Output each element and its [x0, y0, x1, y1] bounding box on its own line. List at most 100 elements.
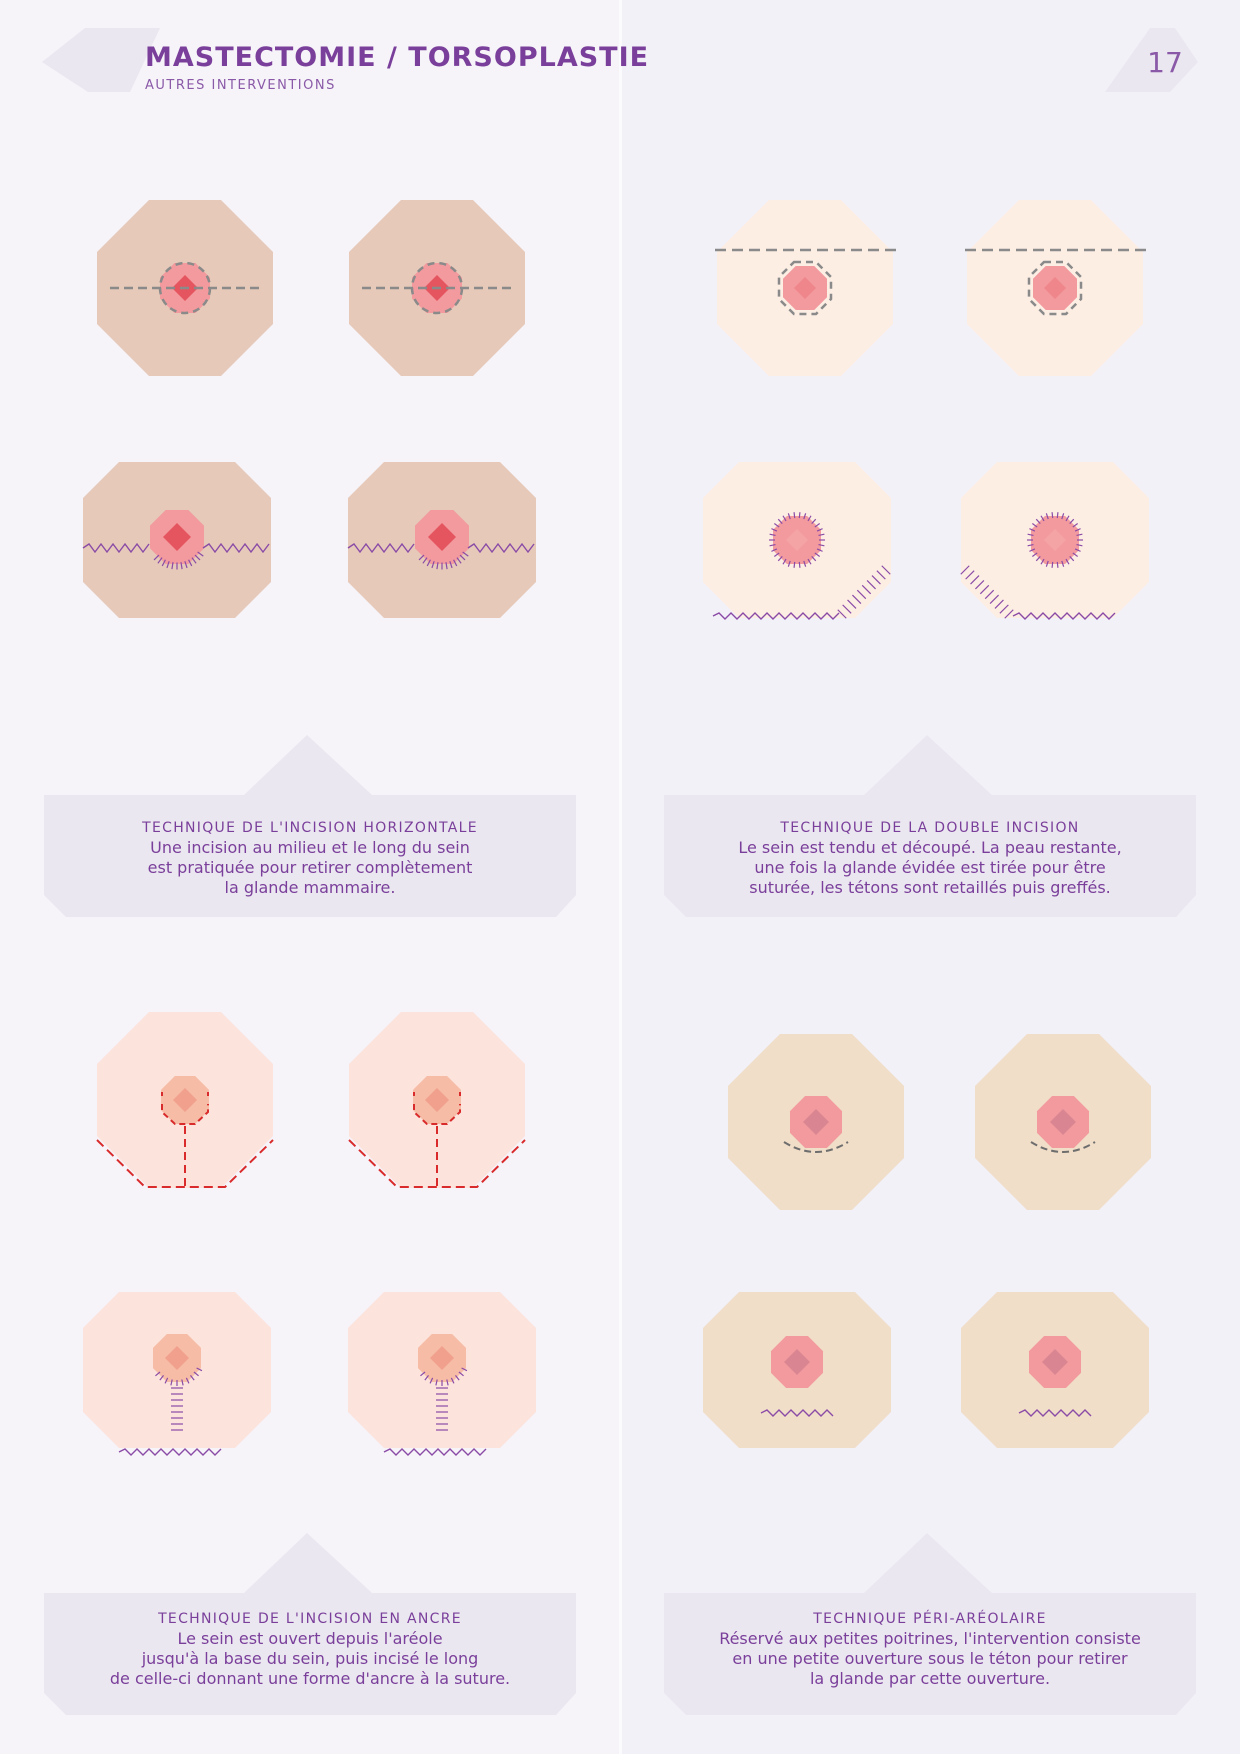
breast-before-double	[715, 200, 897, 376]
suture-tick	[153, 554, 160, 561]
caption-horizontal-incision: TECHNIQUE DE L'INCISION HORIZONTALE Une …	[44, 820, 576, 898]
suture-tick	[1069, 555, 1075, 562]
suture-tick	[1045, 513, 1049, 520]
nipple	[1044, 277, 1066, 299]
caption-line: Réservé aux petites poitrines, l'interve…	[719, 1629, 1141, 1648]
suture-tick	[171, 562, 174, 570]
page-number: 17	[1147, 46, 1183, 79]
areola-group	[415, 510, 469, 564]
areola-group	[1031, 516, 1079, 564]
areola-group	[418, 1334, 466, 1382]
page-spine	[619, 0, 622, 1754]
suture-tick	[861, 584, 872, 595]
nipple	[428, 523, 456, 551]
suture-tick	[816, 528, 823, 532]
suture-line	[1018, 1409, 1092, 1417]
suture-tick	[436, 562, 439, 570]
areola-group	[1033, 266, 1077, 310]
nipple	[786, 529, 808, 551]
suture-tick	[1035, 518, 1041, 525]
areola-group	[790, 1096, 842, 1148]
page-subtitle: AUTRES INTERVENTIONS	[145, 78, 336, 93]
suture-ticks	[155, 1367, 203, 1386]
suture-ticks	[960, 565, 1014, 619]
suture-line	[383, 1448, 487, 1456]
breast-before-double	[965, 200, 1147, 376]
suture-tick	[1051, 512, 1054, 519]
suture-tick	[196, 1367, 203, 1372]
caption-line: est pratiquée pour retirer complètement	[147, 858, 473, 877]
areola-group	[150, 510, 204, 564]
breast-after-double	[703, 462, 891, 620]
nipple	[784, 1349, 810, 1375]
caption-panel	[44, 1533, 576, 1715]
suture-tick	[1061, 513, 1065, 520]
breast-before-horizontal	[97, 200, 273, 376]
suture-tick	[1031, 523, 1038, 528]
suture-tick	[803, 513, 807, 520]
suture-line	[347, 542, 415, 554]
suture-line	[467, 542, 535, 554]
suture-tick	[155, 1371, 161, 1377]
suture-tick	[459, 554, 466, 561]
suture-tick	[771, 528, 778, 532]
suture-tick	[1004, 609, 1014, 619]
breast-after-periareolar	[961, 1292, 1149, 1448]
suture-tick	[429, 1377, 434, 1384]
suture-tick	[798, 561, 801, 568]
panel-pointer	[864, 735, 992, 795]
suture-tick	[816, 548, 823, 552]
suture-tick	[191, 557, 197, 564]
suture-line	[1012, 612, 1116, 620]
suture-tick	[769, 533, 776, 537]
caption-panel	[664, 735, 1196, 917]
panel-pointer	[244, 735, 372, 795]
suture-tick	[807, 515, 812, 522]
areola-group	[773, 516, 821, 564]
caption-periareolar: TECHNIQUE PÉRI-ARÉOLAIRE Réservé aux pet…	[664, 1611, 1196, 1689]
suture-tick	[970, 575, 980, 585]
suture-tick	[166, 561, 170, 569]
nipple	[1042, 1349, 1068, 1375]
suture-tick	[798, 512, 801, 519]
suture-tick	[960, 565, 970, 575]
nipple	[803, 1109, 829, 1135]
suture-tick	[462, 551, 469, 557]
caption-panel	[44, 735, 576, 917]
suture-tick	[1072, 523, 1079, 528]
suture-tick	[197, 551, 204, 557]
suture-tick	[461, 1367, 468, 1372]
suture-tick	[424, 1375, 429, 1381]
nipple	[430, 1346, 454, 1370]
suture-tick	[450, 1377, 455, 1384]
suture-line	[712, 612, 840, 620]
suture-tick	[420, 1371, 426, 1377]
nipple	[1044, 529, 1066, 551]
suture-tick	[793, 512, 796, 519]
suture-ticks	[769, 512, 825, 568]
suture-line	[202, 542, 270, 554]
areola-incision	[161, 1104, 209, 1125]
suture-tick	[159, 1375, 164, 1381]
breast-after-anchor	[83, 1292, 271, 1456]
suture-tick	[777, 518, 783, 525]
suture-ticks	[171, 1387, 183, 1431]
areola-group	[1029, 1336, 1081, 1388]
suture-ticks	[420, 1367, 468, 1386]
suture-tick	[1065, 558, 1070, 565]
panel-pointer	[244, 1533, 372, 1593]
suture-tick	[876, 570, 886, 580]
panel-background	[664, 795, 1196, 917]
suture-tick	[807, 558, 812, 565]
suture-tick	[984, 589, 995, 600]
breast-before-anchor	[348, 1012, 526, 1188]
breast-before-anchor	[96, 1012, 274, 1188]
suture-line	[82, 542, 150, 554]
suture-tick	[194, 554, 201, 561]
suture-ticks	[436, 1387, 448, 1431]
base-incision	[348, 1139, 526, 1188]
suture-tick	[185, 1377, 190, 1384]
suture-tick	[965, 570, 975, 580]
suture-tick	[842, 604, 852, 614]
